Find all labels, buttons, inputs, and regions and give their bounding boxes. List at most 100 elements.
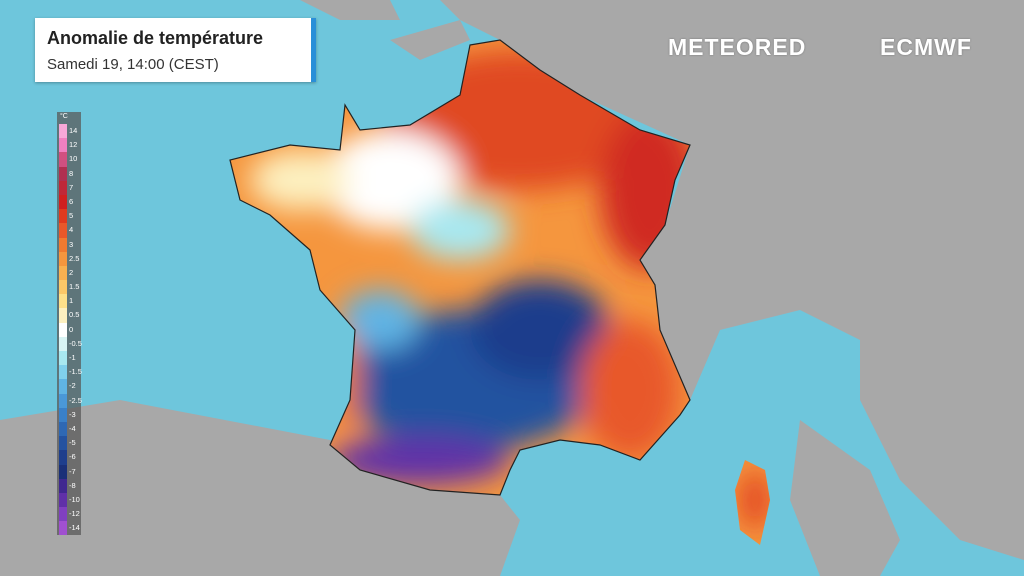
legend-swatch xyxy=(59,407,67,422)
legend-row: 3 xyxy=(57,237,81,252)
legend-label: -2 xyxy=(69,381,76,391)
legend-row: 0.5 xyxy=(57,308,81,323)
legend-label: -12 xyxy=(69,509,80,519)
legend-label: -7 xyxy=(69,466,76,476)
legend-label: 10 xyxy=(69,154,78,164)
legend-swatch xyxy=(59,180,67,195)
legend-unit: °C xyxy=(60,113,68,120)
legend-swatch xyxy=(59,436,67,451)
legend-label: 4 xyxy=(69,225,74,235)
legend-row: -12 xyxy=(57,507,81,522)
legend-swatch xyxy=(59,379,67,394)
legend-row: 12 xyxy=(57,138,81,153)
legend-row: 14 xyxy=(57,124,81,139)
legend-swatch xyxy=(59,308,67,323)
legend-swatch xyxy=(59,209,67,224)
legend-row: 0 xyxy=(57,322,81,337)
legend-label: -1.5 xyxy=(69,367,82,377)
legend-swatch xyxy=(59,393,67,408)
legend-label: 1.5 xyxy=(69,282,80,292)
legend-row: 1.5 xyxy=(57,280,81,295)
legend-swatch xyxy=(59,124,67,139)
legend-label: 0.5 xyxy=(69,310,80,320)
legend-swatch xyxy=(59,450,67,465)
legend-row: -0.5 xyxy=(57,336,82,351)
legend-swatch xyxy=(59,294,67,309)
legend-label: 1 xyxy=(69,296,74,306)
legend-label: -1 xyxy=(69,353,76,362)
legend-row: -7 xyxy=(57,464,81,479)
legend-label: -3 xyxy=(69,409,76,419)
legend-swatch xyxy=(59,237,67,252)
legend-label: 0 xyxy=(69,324,74,334)
legend-swatch xyxy=(59,351,67,366)
legend-swatch xyxy=(59,280,67,295)
legend-label: -4 xyxy=(69,423,76,433)
legend-row: -6 xyxy=(57,450,81,465)
land-iberia xyxy=(0,400,520,576)
legend-row: -1.5 xyxy=(57,365,82,380)
legend-label: -5 xyxy=(69,438,76,448)
legend-row: -4 xyxy=(57,421,81,437)
legend-row: 8 xyxy=(57,166,81,181)
legend-swatch xyxy=(59,223,67,238)
legend-row: 4 xyxy=(57,223,81,238)
legend-swatch xyxy=(59,265,67,281)
legend-label: 5 xyxy=(69,211,74,221)
legend-row: 7 xyxy=(57,180,81,195)
legend: °C 14 12 10 8 7 6 5 4 3 2.5 2 1.5 1 0.5 0 -0.5 -1 -1.5 -2 -… xyxy=(57,112,82,536)
legend-row: -2 xyxy=(57,379,81,394)
legend-swatch xyxy=(59,421,67,437)
legend-row: 5 xyxy=(57,209,81,224)
legend-swatch xyxy=(59,507,67,522)
legend-swatch xyxy=(59,478,67,493)
legend-row: 1 xyxy=(57,294,81,309)
legend-row: -3 xyxy=(57,407,81,422)
legend-label: 12 xyxy=(69,140,78,150)
legend-row: -1 xyxy=(57,351,81,366)
legend-label: 7 xyxy=(69,182,74,192)
legend-label: -14 xyxy=(69,523,80,533)
legend-swatch xyxy=(59,336,67,351)
legend-swatch xyxy=(59,492,67,508)
legend-swatch xyxy=(59,251,67,266)
legend-label: 3 xyxy=(69,239,74,249)
legend-label: -10 xyxy=(69,494,80,504)
legend-row: 2.5 xyxy=(57,251,81,266)
legend-swatch xyxy=(59,194,67,210)
legend-label: 8 xyxy=(69,168,74,178)
title: Anomalie de température xyxy=(47,28,264,48)
legend-label: 14 xyxy=(69,126,78,135)
subtitle: Samedi 19, 14:00 (CEST) xyxy=(47,56,219,73)
legend-label: -2.5 xyxy=(69,395,82,405)
legend-swatch xyxy=(59,322,67,337)
legend-row: 6 xyxy=(57,194,81,210)
legend-row: -14 xyxy=(57,521,81,536)
legend-row: 10 xyxy=(57,152,81,167)
legend-swatch xyxy=(59,152,67,167)
legend-label: 2 xyxy=(69,267,74,277)
land-italy xyxy=(790,420,900,576)
legend-row: -8 xyxy=(57,478,81,493)
legend-row: 2 xyxy=(57,265,81,281)
legend-swatch xyxy=(59,138,67,153)
land-europe xyxy=(440,0,1024,560)
legend-label: -6 xyxy=(69,452,76,462)
france-border xyxy=(229,39,691,496)
logo-meteored: METEORED xyxy=(668,34,807,60)
legend-row: -2.5 xyxy=(57,393,82,408)
legend-swatch xyxy=(59,521,67,536)
legend-row: -10 xyxy=(57,492,81,508)
land-uk xyxy=(300,0,470,60)
legend-label: -8 xyxy=(69,480,76,490)
header-box: Anomalie de température Samedi 19, 14:00… xyxy=(35,18,316,82)
legend-swatch xyxy=(59,464,67,479)
legend-label: 6 xyxy=(69,196,74,206)
legend-label: -0.5 xyxy=(69,338,82,348)
legend-row: -5 xyxy=(57,436,81,451)
logo-ecmwf: ECMWF xyxy=(880,34,972,60)
legend-label: 2.5 xyxy=(69,253,80,263)
legend-swatch xyxy=(59,166,67,181)
legend-swatch xyxy=(59,365,67,380)
